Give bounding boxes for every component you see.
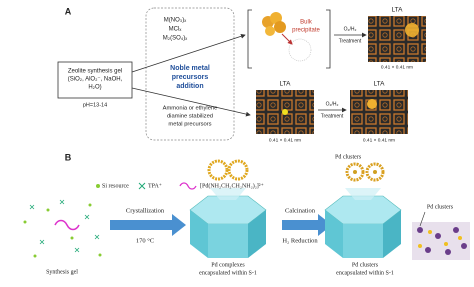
arrow — [131, 87, 251, 117]
arrow — [131, 33, 246, 73]
pd-cluster-zoom — [412, 211, 470, 260]
structure-name: LTA — [280, 81, 292, 88]
pd-cluster-image — [345, 162, 385, 182]
gel-text: (SiO₂, AlO₂⁻, NaOH, — [68, 77, 123, 83]
legend-text: TPA⁺ — [148, 182, 162, 189]
legend-icon — [138, 182, 146, 190]
structure-size: 0.41 × 0.41 nm — [269, 137, 301, 143]
s1-crystal — [189, 188, 267, 258]
cluster — [405, 23, 419, 37]
caption: Pd complexes — [211, 262, 245, 268]
salt-text: M(NO₃)ₓ — [164, 18, 186, 24]
legend-dot — [96, 184, 100, 188]
panel-label: A — [65, 6, 72, 16]
panel-label: B — [65, 152, 72, 162]
stabilized-text: Ammonia or ethylene — [163, 106, 218, 112]
ph-text: pH=13-14 — [83, 102, 107, 108]
treatment-text: Treatment — [339, 38, 362, 44]
arrow — [110, 214, 186, 236]
gel-text: Zeolite synthesis gel — [68, 69, 122, 75]
bulk-text: Bulk — [300, 20, 313, 26]
step-bottom: H₂ Reduction — [282, 237, 318, 244]
arrow — [282, 214, 332, 236]
stabilized-text: metal precursors — [168, 122, 211, 128]
cluster — [367, 99, 377, 109]
step-bottom: 170 °C — [136, 237, 154, 244]
gas-text: O₂/H₂ — [326, 101, 339, 107]
step-top: Crystallization — [126, 207, 165, 214]
addition-text: Noble metal — [170, 65, 210, 72]
s1-crystal — [324, 188, 402, 258]
stabilized-text: diamine stabilized — [167, 114, 213, 120]
salt-text: M₂(SO₄)ₓ — [163, 36, 187, 42]
caption: encapsulated within S-1 — [199, 270, 257, 276]
bulk-text: precipitate — [292, 28, 320, 34]
lta-image — [368, 16, 426, 62]
salt-text: MClₓ — [169, 27, 182, 33]
pd-label: Pd clusters — [335, 154, 362, 160]
step-top: Calcination — [285, 207, 316, 214]
structure-size: 0.41 × 0.41 nm — [381, 64, 413, 70]
pd-label: Pd clusters — [427, 204, 454, 210]
legend-icon — [179, 182, 197, 190]
precursor-box — [145, 7, 235, 141]
bulk-particle — [262, 12, 312, 62]
gel-text: H₂O) — [88, 85, 101, 91]
addition-text: addition — [176, 83, 203, 90]
caption: Synthesis gel — [46, 269, 78, 275]
synthesis-gel — [23, 199, 102, 258]
addition-text: precursors — [172, 74, 209, 81]
legend-text: Si resource — [102, 183, 129, 189]
lta-image — [350, 90, 408, 134]
caption: Pd clusters — [352, 262, 379, 268]
gel-box — [57, 61, 133, 99]
cluster — [282, 109, 288, 115]
treatment-text: Treatment — [321, 113, 344, 119]
gas-text: O₂/H₂ — [344, 26, 357, 32]
legend-text: [Pd(NH₂CH₂CH₂NH₂)₂]²⁺ — [200, 182, 264, 189]
structure-name: LTA — [392, 7, 404, 14]
structure-size: 0.41 × 0.41 nm — [363, 137, 395, 143]
bracket — [247, 9, 331, 69]
pd-complex-image — [207, 159, 249, 181]
caption: encapsulated within S-1 — [336, 270, 394, 276]
structure-name: LTA — [374, 81, 386, 88]
